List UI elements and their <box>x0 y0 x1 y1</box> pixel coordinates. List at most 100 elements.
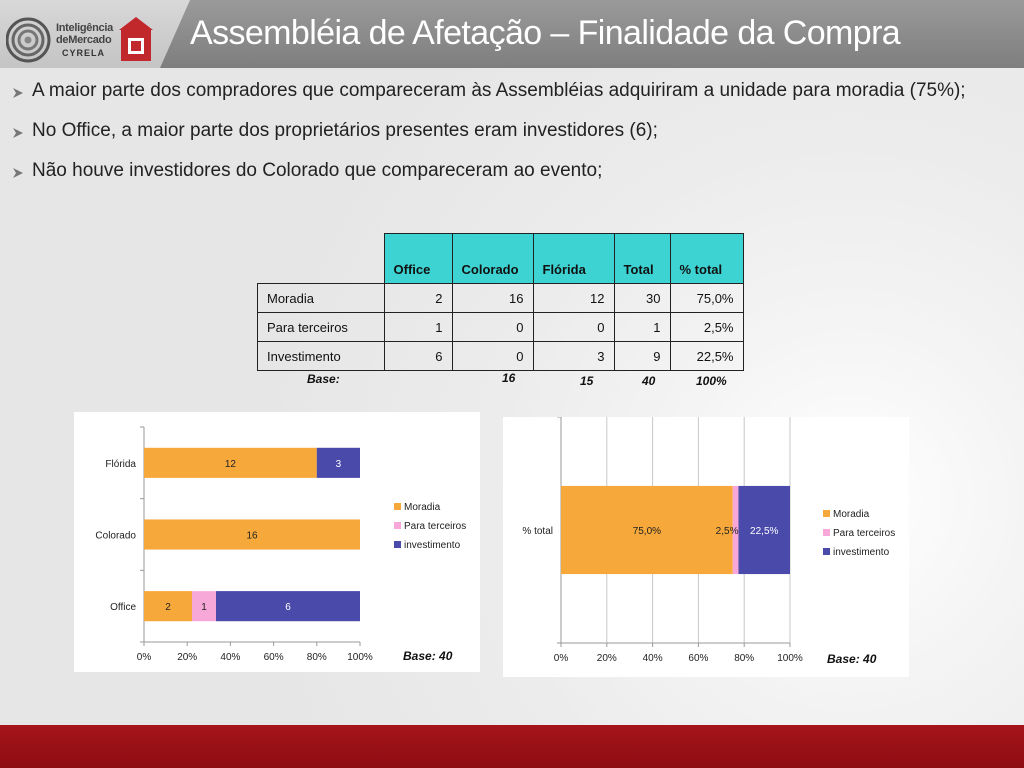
data-label: 22,5% <box>750 526 778 537</box>
table-cell: 3 <box>532 341 615 371</box>
table-base-value: 100% <box>696 374 727 388</box>
x-tick-label: 20% <box>177 652 197 663</box>
page-title: Assembléia de Afetação – Finalidade da C… <box>190 14 901 52</box>
bullet-text: Não houve investidores do Colorado que c… <box>32 160 603 181</box>
chart-by-project: 0% 20% 40% 60% 80% 100% Office 2 1 6 Colorado 16 Fló… <box>74 412 480 672</box>
category-label: Flórida <box>105 459 136 470</box>
table-base-value: 40 <box>642 374 656 388</box>
legend-label: investimento <box>833 547 890 558</box>
x-tick-label: 40% <box>220 652 240 663</box>
table-cell: 22,5% <box>669 341 744 371</box>
bar-segment <box>316 447 360 478</box>
table-cell: 12 <box>532 283 615 313</box>
table-header-row: Office Colorado Flórida Total % total <box>257 233 744 284</box>
table-base-value: 15 <box>580 374 594 388</box>
bullet-item: Não houve investidores do Colorado que c… <box>12 160 1017 200</box>
x-tick-label: 60% <box>688 653 708 664</box>
table-cell: 0 <box>451 341 534 371</box>
row-label: Moradia <box>257 283 385 313</box>
legend-swatch <box>394 503 401 510</box>
title-banner <box>160 0 1024 68</box>
data-label: 2 <box>165 602 171 613</box>
bar-segment <box>144 447 317 478</box>
x-tick-label: 40% <box>643 653 663 664</box>
x-tick-label: 0% <box>554 653 569 664</box>
x-tick-label: 20% <box>597 653 617 664</box>
category-label: Office <box>110 602 136 613</box>
table-row: Para terceiros 1 0 0 1 2,5% <box>257 312 744 342</box>
house-icon <box>119 17 153 61</box>
table-cell: 1 <box>383 312 453 342</box>
bar-segment <box>144 591 192 622</box>
bullet-arrow-icon <box>13 88 23 98</box>
chart2-svg: 0% 20% 40% 60% 80% 100% % total 75,0% 2,5% 22,5% M… <box>522 417 895 664</box>
data-label: 75,0% <box>633 526 661 537</box>
x-tick-label: 100% <box>347 652 373 663</box>
bar-segment <box>738 485 790 575</box>
data-label: 6 <box>285 602 291 613</box>
legend-label: Moradia <box>404 502 441 513</box>
table-cell: 0 <box>451 312 534 342</box>
table-cell: 2,5% <box>669 312 744 342</box>
row-label: Investimento <box>257 341 385 371</box>
bar-segment <box>216 591 360 622</box>
data-label: 2,5% <box>716 526 739 537</box>
table-cell: 75,0% <box>669 283 744 313</box>
x-tick-label: 60% <box>264 652 284 663</box>
table-cell: 1 <box>613 312 671 342</box>
legend-swatch <box>394 522 401 529</box>
bullet-text: No Office, a maior parte dos proprietári… <box>32 120 658 141</box>
table-base-label: Base: <box>307 372 340 386</box>
data-label: 12 <box>225 459 237 470</box>
x-tick-label: 0% <box>137 652 152 663</box>
table-row: Investimento 6 0 3 9 22,5% <box>257 341 744 371</box>
finalidade-table: Office Colorado Flórida Total % total Mo… <box>257 233 744 371</box>
data-label: 1 <box>201 602 207 613</box>
table-row: Moradia 2 16 12 30 75,0% <box>257 283 744 313</box>
row-label: Para terceiros <box>257 312 385 342</box>
chart-total: 0% 20% 40% 60% 80% 100% % total 75,0% 2,5% 22,5% M… <box>503 417 909 677</box>
table-cell: 6 <box>383 341 453 371</box>
column-header: Flórida <box>532 233 615 284</box>
logo-circles-icon <box>5 17 51 63</box>
legend-swatch <box>823 510 830 517</box>
x-tick-label: 80% <box>307 652 327 663</box>
table-base-value: 16 <box>502 371 516 385</box>
x-tick-label: 100% <box>777 653 803 664</box>
bullet-item: No Office, a maior parte dos proprietári… <box>12 120 1017 160</box>
table-cell: 0 <box>532 312 615 342</box>
table-cell: 9 <box>613 341 671 371</box>
x-tick-label: 80% <box>734 653 754 664</box>
bullet-arrow-icon <box>13 168 23 178</box>
bullet-arrow-icon <box>13 128 23 138</box>
bar-segment <box>192 591 216 622</box>
category-label: % total <box>522 526 553 537</box>
table-cell: 30 <box>613 283 671 313</box>
legend-swatch <box>823 548 830 555</box>
legend-label: Para terceiros <box>833 528 895 539</box>
bar-segment <box>144 519 360 550</box>
logo-line-2: deMercado <box>56 34 112 46</box>
bullet-list: A maior parte dos compradores que compar… <box>12 80 1017 200</box>
table-cell: 2 <box>383 283 453 313</box>
chart2-base-note: Base: 40 <box>827 652 877 666</box>
chart1-base-note: Base: 40 <box>403 649 453 663</box>
column-header: Total <box>613 233 671 284</box>
table-corner <box>257 233 384 284</box>
logo-line-1: Inteligência <box>56 22 113 34</box>
table-cell: 16 <box>451 283 534 313</box>
bar-segment <box>561 485 733 575</box>
legend-swatch <box>394 541 401 548</box>
column-header: Office <box>383 233 453 284</box>
legend-swatch <box>823 529 830 536</box>
data-label: 3 <box>336 459 342 470</box>
cyrela-logo: Inteligência deMercado CYRELA <box>5 16 156 66</box>
data-label: 16 <box>246 531 258 542</box>
category-label: Colorado <box>95 531 136 542</box>
legend-label: Para terceiros <box>404 521 466 532</box>
legend-label: investimento <box>404 540 461 551</box>
bullet-text: A maior parte dos compradores que compar… <box>32 80 966 101</box>
footer-band <box>0 725 1024 768</box>
legend-label: Moradia <box>833 509 870 520</box>
